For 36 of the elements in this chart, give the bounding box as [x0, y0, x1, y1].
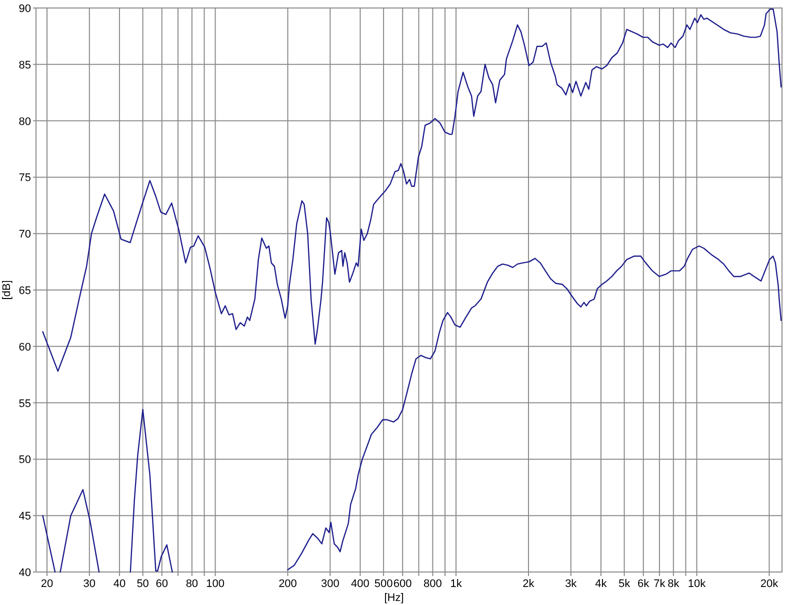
x-tick-label: 60: [156, 578, 168, 590]
y-tick-label: 65: [18, 285, 31, 297]
x-tick-label: 100: [206, 578, 224, 590]
x-tick-label: 3k: [565, 578, 578, 590]
y-tick-label: 40: [18, 567, 31, 579]
x-tick-label: 10k: [688, 578, 706, 590]
y-tick-label: 60: [18, 341, 31, 354]
x-tick-label: 4k: [595, 578, 608, 590]
y-tick-label: 70: [18, 228, 31, 241]
y-tick-label: 85: [18, 59, 31, 72]
x-tick-label: 7k: [654, 578, 666, 590]
y-tick-label: 50: [18, 454, 31, 466]
x-tick-label: 400: [351, 578, 370, 590]
x-tick-label: 600: [393, 578, 412, 590]
x-tick-label: 200: [278, 578, 297, 590]
y-tick-label: 75: [18, 172, 31, 184]
y-axis-title: [dB]: [1, 280, 13, 300]
x-tick-label: 20: [40, 578, 54, 590]
x-tick-label: 40: [113, 578, 126, 590]
y-tick-label: 55: [18, 398, 31, 410]
y-tick-label: 90: [18, 3, 31, 15]
y-tick-label: 45: [18, 510, 31, 523]
x-tick-label: 20k: [760, 578, 779, 590]
x-tick-label: 50: [136, 578, 149, 590]
x-tick-label: 2k: [522, 578, 535, 590]
y-tick-label: 80: [18, 116, 31, 128]
x-tick-label: 500: [374, 578, 393, 590]
x-tick-label: 6k: [638, 578, 650, 590]
x-axis-title: [Hz]: [384, 592, 404, 604]
x-tick-label: 80: [186, 578, 198, 590]
x-tick-label: 5k: [618, 578, 631, 590]
x-tick-label: 300: [320, 578, 340, 590]
x-tick-label: 800: [424, 578, 442, 590]
x-tick-label: 1k: [450, 578, 462, 590]
x-tick-label: 8k: [668, 578, 680, 590]
x-tick-label: 30: [83, 578, 96, 590]
